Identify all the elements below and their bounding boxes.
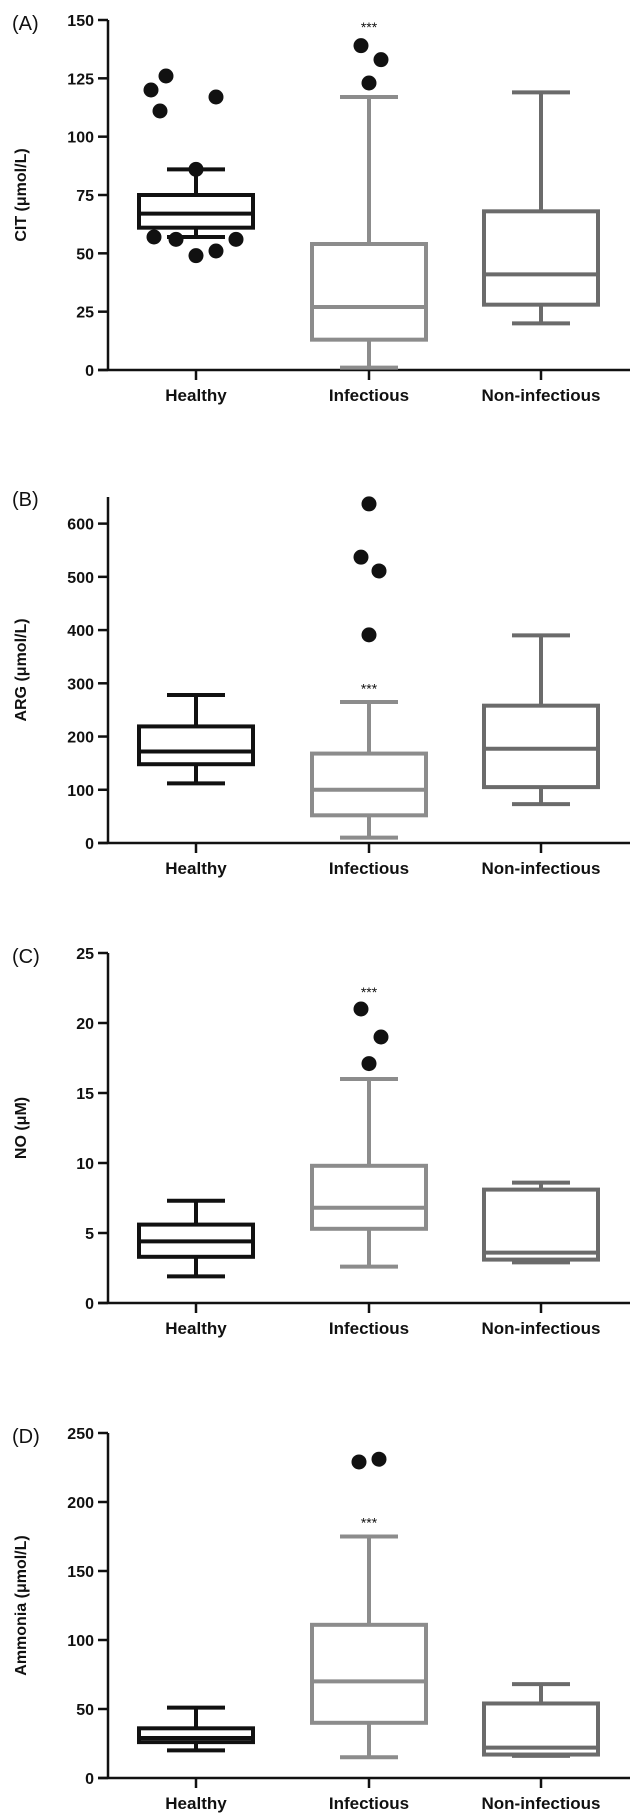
outlier-point [143, 82, 159, 98]
outlier-point [168, 231, 184, 247]
box-iqr [310, 1622, 428, 1725]
chart-d-svg: (D) 0 50 100 150 200 250 Ammonia (μmol/L) Health… [12, 1426, 630, 1813]
significance-mark: *** [361, 681, 378, 697]
x-category-label: Non-infectious [482, 386, 601, 405]
y-tick-label: 0 [85, 363, 94, 380]
panel-label: (B) [12, 489, 39, 511]
x-category-label: Healthy [165, 1794, 227, 1813]
chart-b-svg: (B) 0 100 200 300 400 500 600 ARG (μmol/L) Health… [12, 489, 630, 878]
y-tick-label: 250 [67, 1426, 94, 1443]
y-tick-label: 15 [76, 1086, 94, 1103]
box-iqr [482, 1701, 600, 1757]
box-iqr [310, 751, 428, 818]
y-tick-label: 0 [85, 836, 94, 853]
y-tick-label: 100 [67, 130, 94, 147]
chart-panel-d: (D) 0 50 100 150 200 250 Ammonia (μmol/L) Health… [0, 1400, 632, 1813]
chart-c-svg: (C) 0 5 10 15 20 25 NO (μM) Healthy Infectious Non… [12, 946, 630, 1338]
outlier-point [158, 68, 174, 84]
y-tick-label: 25 [76, 946, 94, 963]
outlier-point [188, 161, 204, 177]
x-category-label: Healthy [165, 859, 227, 878]
y-tick-label: 100 [67, 783, 94, 800]
outlier-point [353, 549, 369, 565]
chart-panel-c: (C) 0 5 10 15 20 25 NO (μM) Healthy Infectious Non… [0, 930, 632, 1350]
y-tick-label: 600 [67, 517, 94, 534]
outlier-point [361, 627, 377, 643]
y-tick-label: 200 [67, 730, 94, 747]
significance-mark: *** [361, 1515, 378, 1531]
significance-mark: *** [361, 984, 378, 1000]
outlier-point [188, 248, 204, 264]
outlier-point [371, 563, 387, 579]
box-iqr [482, 209, 600, 307]
y-tick-label: 5 [85, 1226, 94, 1243]
x-category-label: Infectious [329, 1319, 409, 1338]
x-category-label: Infectious [329, 859, 409, 878]
y-axis-title: Ammonia (μmol/L) [13, 1535, 30, 1675]
y-tick-label: 50 [76, 246, 94, 263]
panel-label: (C) [12, 946, 40, 968]
box-iqr [310, 1163, 428, 1231]
x-category-label: Healthy [165, 386, 227, 405]
panel-label: (D) [12, 1426, 40, 1448]
y-tick-label: 200 [67, 1495, 94, 1512]
y-axis-title: CIT (μmol/L) [13, 148, 30, 241]
outlier-point [152, 103, 168, 119]
outlier-point [208, 243, 224, 259]
y-tick-label: 150 [67, 1564, 94, 1581]
outlier-point [361, 496, 377, 512]
x-category-label: Non-infectious [482, 859, 601, 878]
x-category-label: Infectious [329, 1794, 409, 1813]
chart-a-svg: (A) 0 25 50 75 100 125 150 CIT (μmol/L) Healthy In… [12, 13, 630, 405]
outlier-point [361, 75, 377, 91]
y-tick-label: 500 [67, 570, 94, 587]
box-iqr [482, 1187, 600, 1262]
y-tick-label: 50 [76, 1702, 94, 1719]
y-tick-label: 25 [76, 305, 94, 322]
y-tick-label: 300 [67, 676, 94, 693]
y-tick-label: 400 [67, 623, 94, 640]
outlier-point [373, 1029, 389, 1045]
y-tick-label: 75 [76, 188, 94, 205]
outlier-point [353, 1001, 369, 1017]
y-tick-label: 10 [76, 1156, 94, 1173]
panel-label: (A) [12, 13, 39, 35]
y-axis-title: NO (μM) [13, 1097, 30, 1159]
outlier-point [361, 1056, 377, 1072]
significance-mark: *** [361, 19, 378, 35]
box-iqr [137, 1726, 255, 1745]
chart-panel-b: (B) 0 100 200 300 400 500 600 ARG (μmol/L) Health… [0, 470, 632, 890]
y-tick-label: 100 [67, 1633, 94, 1650]
box-iqr [137, 724, 255, 767]
outlier-point [228, 231, 244, 247]
y-tick-label: 125 [67, 71, 94, 88]
box-iqr [137, 193, 255, 230]
outlier-point [373, 52, 389, 68]
y-tick-label: 150 [67, 13, 94, 30]
outlier-point [208, 89, 224, 105]
outlier-point [351, 1454, 367, 1470]
outlier-point [146, 229, 162, 245]
box-iqr [482, 703, 600, 790]
chart-panel-a: (A) 0 25 50 75 100 125 150 CIT (μmol/L) Healthy In… [0, 0, 632, 410]
outlier-point [353, 38, 369, 54]
x-category-label: Non-infectious [482, 1319, 601, 1338]
box-iqr [310, 242, 428, 342]
outlier-point [371, 1451, 387, 1467]
y-tick-label: 0 [85, 1771, 94, 1788]
x-category-label: Infectious [329, 386, 409, 405]
y-axis-title: ARG (μmol/L) [13, 618, 30, 721]
x-category-label: Healthy [165, 1319, 227, 1338]
y-tick-label: 20 [76, 1016, 94, 1033]
x-category-label: Non-infectious [482, 1794, 601, 1813]
y-tick-label: 0 [85, 1296, 94, 1313]
